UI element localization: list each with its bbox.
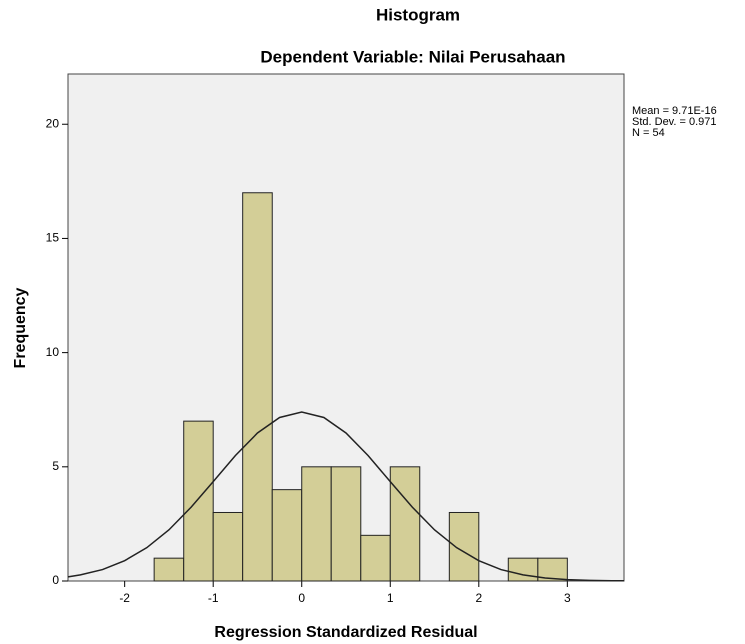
- x-tick-label: 0: [298, 591, 305, 605]
- bar: [183, 420, 214, 582]
- chart-title: Histogram: [376, 5, 460, 24]
- bar: [537, 557, 568, 582]
- bar: [301, 466, 332, 582]
- y-tick-label: 0: [52, 573, 59, 587]
- bar: [212, 511, 244, 582]
- bar: [330, 466, 362, 582]
- y-tick-label: 20: [46, 116, 60, 130]
- bar: [507, 557, 539, 582]
- bar: [271, 489, 303, 582]
- bar: [389, 466, 421, 582]
- x-tick-label: 2: [475, 591, 482, 605]
- y-tick-label: 10: [46, 345, 60, 359]
- bar: [153, 557, 185, 582]
- x-tick-label: -2: [119, 591, 130, 605]
- y-tick-label: 15: [46, 231, 60, 245]
- x-tick-label: 3: [564, 591, 571, 605]
- stats-text: Mean = 9.71E-16: [632, 105, 717, 117]
- stats-text: N = 54: [632, 127, 665, 139]
- stats-text: Std. Dev. = 0.971: [632, 116, 717, 128]
- y-axis-label: Frequency: [12, 287, 29, 368]
- bar: [360, 534, 391, 582]
- chart-subtitle: Dependent Variable: Nilai Perusahaan: [260, 47, 565, 66]
- y-tick-label: 5: [52, 459, 59, 473]
- x-tick-label: 1: [387, 591, 394, 605]
- x-tick-label: -1: [208, 591, 219, 605]
- bar: [448, 511, 480, 582]
- x-axis-label: Regression Standardized Residual: [214, 624, 477, 641]
- normal-curve: [67, 411, 624, 582]
- bar: [242, 192, 273, 582]
